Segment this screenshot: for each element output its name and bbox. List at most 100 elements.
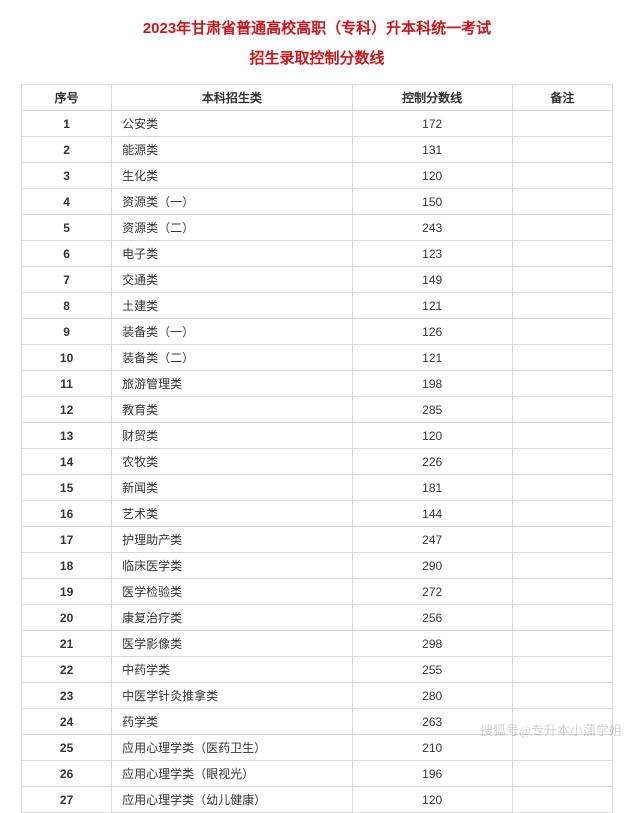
cell-category: 应用心理学类（医药卫生） bbox=[112, 735, 352, 761]
cell-category: 应用心理学类（幼儿健康） bbox=[112, 787, 352, 813]
col-category: 本科招生类 bbox=[112, 85, 352, 111]
cell-index: 13 bbox=[22, 423, 112, 449]
cell-index: 2 bbox=[22, 137, 112, 163]
cell-score: 150 bbox=[352, 189, 512, 215]
cell-score: 198 bbox=[352, 371, 512, 397]
cell-note bbox=[512, 657, 612, 683]
cell-note bbox=[512, 579, 612, 605]
cell-score: 149 bbox=[352, 267, 512, 293]
cell-category: 药学类 bbox=[112, 709, 352, 735]
cell-category: 交通类 bbox=[112, 267, 352, 293]
cell-category: 财贸类 bbox=[112, 423, 352, 449]
cell-category: 资源类（二） bbox=[112, 215, 352, 241]
cell-note bbox=[512, 345, 612, 371]
cell-index: 9 bbox=[22, 319, 112, 345]
cell-category: 临床医学类 bbox=[112, 553, 352, 579]
table-row: 8土建类121 bbox=[22, 293, 613, 319]
cell-index: 11 bbox=[22, 371, 112, 397]
table-row: 15新闻类181 bbox=[22, 475, 613, 501]
cell-score: 255 bbox=[352, 657, 512, 683]
cell-score: 285 bbox=[352, 397, 512, 423]
cell-score: 272 bbox=[352, 579, 512, 605]
cell-note bbox=[512, 605, 612, 631]
cell-category: 中药学类 bbox=[112, 657, 352, 683]
cell-score: 247 bbox=[352, 527, 512, 553]
cell-index: 8 bbox=[22, 293, 112, 319]
table-row: 26应用心理学类（眼视光）196 bbox=[22, 761, 613, 787]
col-note: 备注 bbox=[512, 85, 612, 111]
cell-note bbox=[512, 683, 612, 709]
title-block: 2023年甘肃省普通高校高职（专科）升本科统一考试 招生录取控制分数线 bbox=[0, 0, 634, 84]
cell-index: 25 bbox=[22, 735, 112, 761]
table-row: 17护理助产类247 bbox=[22, 527, 613, 553]
cell-score: 243 bbox=[352, 215, 512, 241]
cell-score: 120 bbox=[352, 423, 512, 449]
header-row: 序号 本科招生类 控制分数线 备注 bbox=[22, 85, 613, 111]
cell-note bbox=[512, 189, 612, 215]
cell-category: 土建类 bbox=[112, 293, 352, 319]
table-row: 18临床医学类290 bbox=[22, 553, 613, 579]
cell-index: 5 bbox=[22, 215, 112, 241]
table-row: 13财贸类120 bbox=[22, 423, 613, 449]
table-row: 19医学检验类272 bbox=[22, 579, 613, 605]
table-row: 1公安类172 bbox=[22, 111, 613, 137]
cell-note bbox=[512, 631, 612, 657]
cell-category: 旅游管理类 bbox=[112, 371, 352, 397]
cell-note bbox=[512, 761, 612, 787]
cell-category: 中医学针灸推拿类 bbox=[112, 683, 352, 709]
cell-note bbox=[512, 475, 612, 501]
table-row: 12教育类285 bbox=[22, 397, 613, 423]
cell-index: 10 bbox=[22, 345, 112, 371]
cell-note bbox=[512, 787, 612, 813]
cell-score: 126 bbox=[352, 319, 512, 345]
cell-score: 172 bbox=[352, 111, 512, 137]
cell-note bbox=[512, 267, 612, 293]
table-row: 16艺术类144 bbox=[22, 501, 613, 527]
cell-score: 263 bbox=[352, 709, 512, 735]
table-row: 14农牧类226 bbox=[22, 449, 613, 475]
cell-note bbox=[512, 501, 612, 527]
table-row: 5资源类（二）243 bbox=[22, 215, 613, 241]
cell-score: 196 bbox=[352, 761, 512, 787]
cell-category: 电子类 bbox=[112, 241, 352, 267]
cell-index: 18 bbox=[22, 553, 112, 579]
cell-category: 医学检验类 bbox=[112, 579, 352, 605]
cell-score: 280 bbox=[352, 683, 512, 709]
table-row: 27应用心理学类（幼儿健康）120 bbox=[22, 787, 613, 813]
cell-index: 19 bbox=[22, 579, 112, 605]
cell-category: 艺术类 bbox=[112, 501, 352, 527]
cell-score: 120 bbox=[352, 163, 512, 189]
cell-category: 护理助产类 bbox=[112, 527, 352, 553]
cell-index: 22 bbox=[22, 657, 112, 683]
cell-score: 144 bbox=[352, 501, 512, 527]
score-table: 序号 本科招生类 控制分数线 备注 1公安类1722能源类1313生化类1204… bbox=[21, 84, 613, 813]
table-row: 22中药学类255 bbox=[22, 657, 613, 683]
cell-index: 26 bbox=[22, 761, 112, 787]
cell-score: 298 bbox=[352, 631, 512, 657]
cell-index: 23 bbox=[22, 683, 112, 709]
cell-index: 17 bbox=[22, 527, 112, 553]
cell-category: 公安类 bbox=[112, 111, 352, 137]
cell-category: 新闻类 bbox=[112, 475, 352, 501]
cell-index: 7 bbox=[22, 267, 112, 293]
cell-score: 121 bbox=[352, 345, 512, 371]
cell-note bbox=[512, 319, 612, 345]
cell-index: 4 bbox=[22, 189, 112, 215]
cell-note bbox=[512, 709, 612, 735]
table-row: 21医学影像类298 bbox=[22, 631, 613, 657]
cell-score: 121 bbox=[352, 293, 512, 319]
cell-note bbox=[512, 449, 612, 475]
cell-index: 6 bbox=[22, 241, 112, 267]
title-line-2: 招生录取控制分数线 bbox=[20, 44, 614, 74]
cell-index: 1 bbox=[22, 111, 112, 137]
title-line-1: 2023年甘肃省普通高校高职（专科）升本科统一考试 bbox=[20, 14, 614, 44]
cell-score: 256 bbox=[352, 605, 512, 631]
cell-note bbox=[512, 423, 612, 449]
cell-note bbox=[512, 293, 612, 319]
cell-note bbox=[512, 553, 612, 579]
cell-note bbox=[512, 397, 612, 423]
cell-category: 农牧类 bbox=[112, 449, 352, 475]
cell-index: 20 bbox=[22, 605, 112, 631]
table-row: 25应用心理学类（医药卫生）210 bbox=[22, 735, 613, 761]
cell-note bbox=[512, 163, 612, 189]
